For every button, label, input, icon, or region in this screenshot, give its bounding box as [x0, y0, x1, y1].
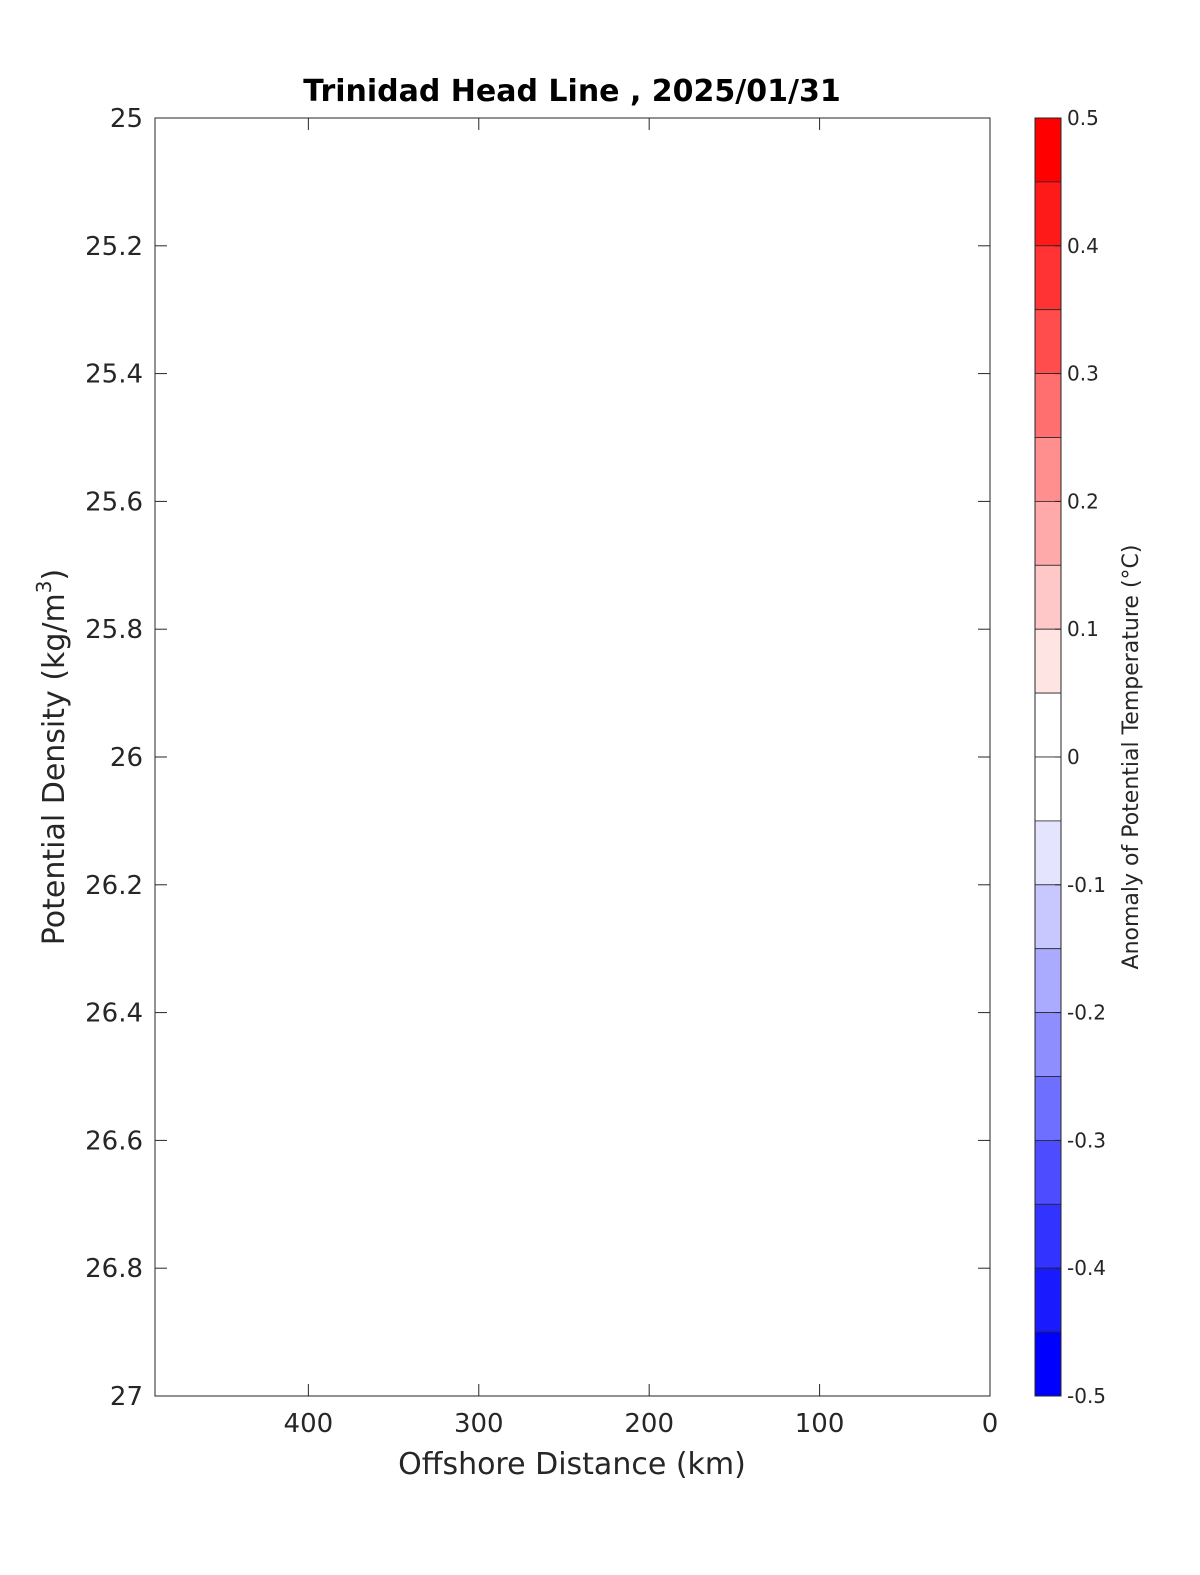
colorbar-segment — [1034, 692, 1062, 758]
colorbar-tick-label: -0.4 — [1067, 1256, 1106, 1280]
colorbar-tick-label: -0.5 — [1067, 1384, 1106, 1408]
colorbar-segment — [1034, 1331, 1062, 1397]
colorbar-segment — [1034, 1140, 1062, 1205]
plot-area — [154, 117, 991, 1397]
y-tick-label: 26 — [110, 743, 143, 773]
colorbar-segment — [1034, 628, 1062, 694]
colorbar — [1034, 117, 1062, 1397]
y-axis-label: Potential Density (kg/m3) — [32, 569, 72, 945]
colorbar-segment — [1034, 181, 1062, 247]
colorbar-segment — [1034, 1267, 1062, 1333]
y-tick-label: 27 — [110, 1382, 143, 1412]
colorbar-tick-label: 0.4 — [1067, 234, 1099, 258]
y-tick-label: 26.4 — [85, 999, 143, 1029]
y-tick-label: 26.8 — [85, 1254, 143, 1284]
colorbar-segment — [1034, 309, 1062, 375]
x-axis: 400 300 200 100 0 — [284, 118, 999, 1439]
colorbar-segment — [1034, 564, 1062, 630]
colorbar-label: Anomaly of Potential Temperature (°C) — [1119, 545, 1144, 970]
y-axis: 25 25.2 25.4 25.6 25.8 26 26.2 26.4 26.6 26.8 27 — [85, 104, 990, 1412]
y-tick-label: 26.2 — [85, 871, 143, 901]
x-tick-label: 300 — [454, 1409, 504, 1439]
x-tick-label: 400 — [284, 1409, 334, 1439]
colorbar-segment — [1034, 756, 1062, 822]
colorbar-tick-label: 0.3 — [1067, 362, 1099, 386]
colorbar-tick-label: 0.1 — [1067, 617, 1099, 641]
colorbar-segment — [1034, 1203, 1062, 1269]
x-tick-label: 0 — [982, 1409, 999, 1439]
colorbar-segment — [1034, 500, 1062, 566]
colorbar-tick-label: -0.2 — [1067, 1001, 1106, 1025]
colorbar-tick-label: -0.1 — [1067, 873, 1106, 897]
x-tick-label: 100 — [795, 1409, 845, 1439]
colorbar-segment — [1034, 1076, 1062, 1141]
colorbar-ticks: 0.5 0.4 0.3 0.2 0.1 0 -0.1 -0.2 -0.3 -0.4 -0.5 — [1055, 106, 1106, 1408]
colorbar-tick-label: -0.3 — [1067, 1128, 1106, 1152]
y-tick-label: 25.2 — [85, 232, 143, 262]
y-tick-label: 25 — [110, 104, 143, 134]
x-axis-label: Offshore Distance (km) — [398, 1447, 746, 1482]
y-tick-label: 25.4 — [85, 360, 143, 390]
colorbar-segment — [1034, 1012, 1062, 1077]
colorbar-segment — [1034, 820, 1062, 886]
colorbar-segment — [1034, 948, 1062, 1014]
x-tick-label: 200 — [624, 1409, 674, 1439]
colorbar-segment — [1034, 373, 1062, 438]
colorbar-segment — [1034, 884, 1062, 950]
colorbar-tick-label: 0.5 — [1067, 106, 1099, 130]
colorbar-tick-label: 0.2 — [1067, 489, 1099, 513]
colorbar-segment — [1034, 437, 1062, 502]
colorbar-segment — [1034, 117, 1062, 183]
chart-title: Trinidad Head Line , 2025/01/31 — [303, 74, 840, 109]
colorbar-tick-label: 0 — [1067, 745, 1080, 769]
colorbar-segment — [1034, 245, 1062, 311]
y-tick-label: 26.6 — [85, 1126, 143, 1156]
y-tick-label: 25.6 — [85, 487, 143, 517]
y-tick-label: 25.8 — [85, 615, 143, 645]
